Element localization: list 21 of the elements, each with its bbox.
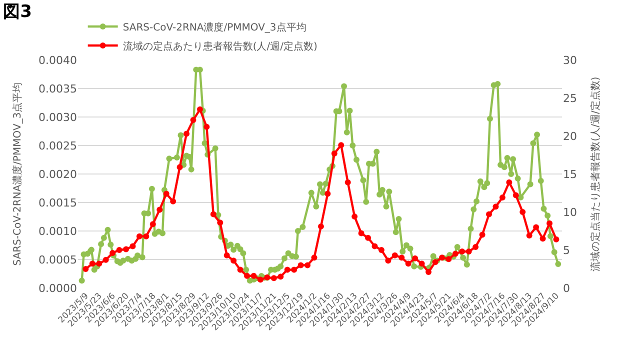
chart-title: 図3 (3, 2, 32, 22)
y-tick-label: 0.0015 (38, 196, 77, 210)
y2-tick-label: 30 (563, 54, 577, 67)
y-tick-label: 0.0005 (38, 253, 77, 266)
y2-tick-label: 15 (563, 168, 577, 181)
y-tick-label: 0.0010 (38, 224, 77, 238)
y-tick-label: 0.0040 (38, 54, 77, 67)
y2-tick-label: 20 (563, 130, 577, 143)
y-tick-label: 0.0020 (38, 168, 77, 181)
y-tick-label: 0.0025 (38, 139, 77, 152)
y-tick-label: 0.0030 (38, 110, 77, 124)
legend-label: SARS-CoV-2RNA濃度/PMMOV_3点平均 (122, 21, 306, 34)
y-tick-label: 0.0035 (38, 82, 77, 96)
y2-tick-label: 5 (563, 244, 570, 257)
y2-tick-label: 0 (563, 282, 570, 295)
y2-axis-title: 流域の定点当たり患者報告数(人/週/定点数) (590, 76, 602, 272)
legend-label: 流域の定点あたり患者報告数(人/週/定点数) (122, 40, 318, 52)
y2-tick-label: 10 (563, 206, 577, 219)
y-axis-title: SARS-CoV-2RNA濃度/PMMOV_3点平均 (12, 82, 24, 266)
y-tick-label: 0.0000 (38, 282, 77, 295)
y2-tick-label: 25 (563, 92, 577, 105)
